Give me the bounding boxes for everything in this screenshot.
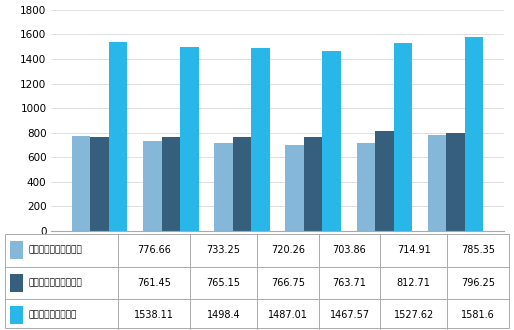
Bar — [72, 136, 90, 231]
Text: 714.91: 714.91 — [397, 245, 431, 255]
Text: 703.86: 703.86 — [333, 245, 366, 255]
Bar — [161, 137, 180, 231]
Text: 766.75: 766.75 — [271, 278, 305, 288]
Bar — [109, 42, 127, 231]
Text: 1467.57: 1467.57 — [329, 310, 370, 320]
Text: 763.71: 763.71 — [333, 278, 366, 288]
Bar — [214, 143, 233, 231]
Bar — [304, 137, 322, 231]
Bar — [180, 47, 198, 231]
Text: 796.25: 796.25 — [461, 278, 495, 288]
Text: 1498.4: 1498.4 — [207, 310, 241, 320]
Text: 五星级酒店收入：亿元: 五星级酒店收入：亿元 — [28, 279, 82, 287]
Bar — [394, 43, 412, 231]
Bar — [10, 242, 23, 259]
Text: 785.35: 785.35 — [461, 245, 495, 255]
Bar — [375, 131, 394, 231]
Text: 761.45: 761.45 — [137, 278, 171, 288]
Bar — [357, 143, 375, 231]
Text: 765.15: 765.15 — [207, 278, 241, 288]
Bar — [143, 141, 161, 231]
Text: 1538.11: 1538.11 — [134, 310, 174, 320]
Text: 776.66: 776.66 — [137, 245, 171, 255]
Bar — [233, 137, 251, 231]
Text: 高端酒店收入：亿元: 高端酒店收入：亿元 — [28, 311, 77, 320]
Bar — [465, 37, 483, 231]
Text: 812.71: 812.71 — [397, 278, 431, 288]
Bar — [446, 133, 465, 231]
Bar — [285, 145, 304, 231]
Bar — [90, 138, 109, 231]
FancyBboxPatch shape — [5, 234, 509, 328]
Bar — [10, 274, 23, 292]
Text: 1581.6: 1581.6 — [461, 310, 495, 320]
Bar — [322, 51, 341, 231]
Text: 四星级酒店收入：亿元: 四星级酒店收入：亿元 — [28, 246, 82, 255]
Text: 1527.62: 1527.62 — [394, 310, 434, 320]
Text: 720.26: 720.26 — [271, 245, 305, 255]
Text: 733.25: 733.25 — [207, 245, 241, 255]
Bar — [251, 49, 270, 231]
Text: 1487.01: 1487.01 — [268, 310, 308, 320]
Bar — [428, 135, 446, 231]
Bar — [10, 306, 23, 324]
